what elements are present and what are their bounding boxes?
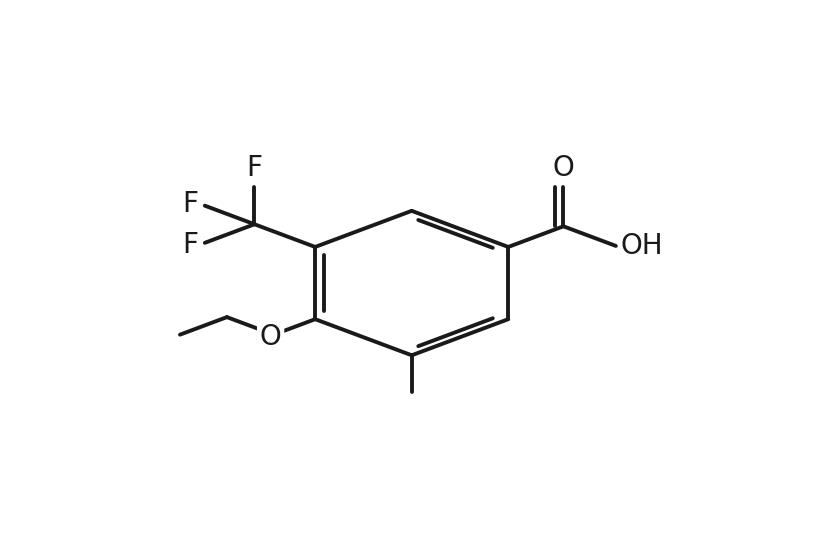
Text: OH: OH [621, 232, 663, 260]
Text: F: F [182, 190, 198, 218]
Text: O: O [260, 323, 281, 351]
Text: O: O [552, 154, 575, 182]
Text: F: F [247, 154, 262, 182]
Text: F: F [182, 231, 198, 259]
